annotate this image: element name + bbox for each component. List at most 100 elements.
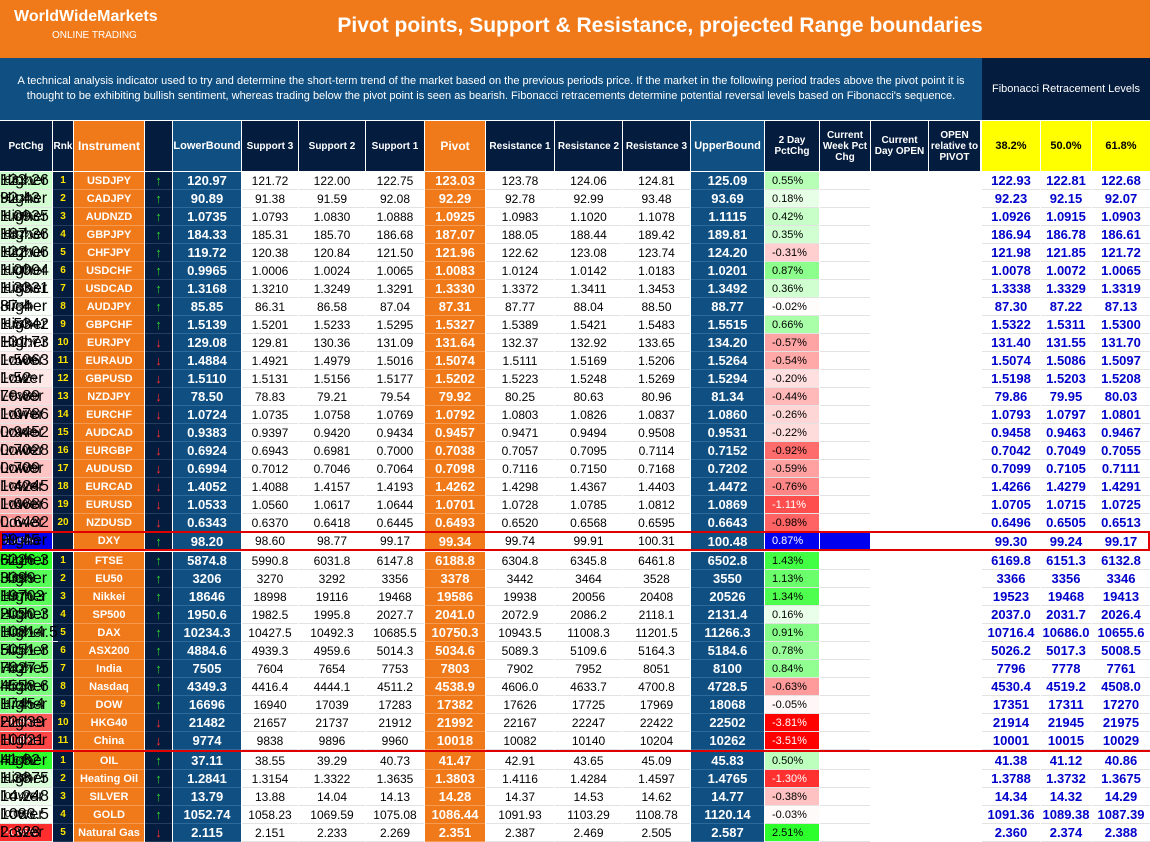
col-header-upperbound[interactable]: UpperBound [691, 121, 764, 171]
week-pctchg-cell [820, 552, 870, 570]
table-row[interactable]: -0.13% 11 EURAUD 1.4884 1.4921 1.4979 1.5016 1.… [0, 352, 1150, 370]
brand-logo[interactable]: WorldWideMarkets [14, 8, 158, 25]
table-row[interactable]: 0.14% 3 SILVER 13.79 13.88 14.04 14.13 14.28 14.… [0, 788, 1150, 806]
col-header-fib-38[interactable]: 38.2% [982, 121, 1040, 171]
instrument-cell: USDCHF [74, 262, 144, 280]
table-row[interactable]: 0.45% DXY 98.20 98.60 98.77 99.17 99.34 99.74 99… [0, 532, 1150, 550]
week-pctchg-cell [820, 442, 870, 460]
table-row[interactable]: -0.40% 16 EURGBP 0.6924 0.6943 0.6981 0.7000 0.… [0, 442, 1150, 460]
lowerbound-cell: 13.79 [173, 788, 241, 806]
lowerbound-cell: 119.72 [173, 244, 241, 262]
lowerbound-cell: 129.08 [173, 334, 241, 352]
table-row[interactable]: 1.18% 9 DOW 16696 16940 17039 17283 17382 17626 1… [0, 696, 1150, 714]
instrument-cell: GBPJPY [74, 226, 144, 244]
table-row[interactable]: 0.42% 2 CADJPY 90.89 91.38 91.59 92.08 92.29 92.… [0, 190, 1150, 208]
lowerbound-cell: 98.20 [173, 532, 241, 550]
col-header-support-2[interactable]: Support 2 [299, 121, 365, 171]
table-row[interactable]: -0.50% 18 EURCAD 1.4052 1.4088 1.4157 1.4193 1.… [0, 478, 1150, 496]
fib-38-cell: 122.93 [982, 172, 1040, 190]
table-row[interactable]: 0.03% 9 GBPCHF 1.5139 1.5201 1.5233 1.5295 1.53… [0, 316, 1150, 334]
table-row[interactable]: 2.14% 1 FTSE 5874.8 5990.8 6031.8 6147.8 6188.8… [0, 552, 1150, 570]
rank-cell: 3 [53, 788, 73, 806]
lowerbound-cell: 0.9965 [173, 262, 241, 280]
table-row[interactable]: 1.22% 8 Nasdaq 4349.3 4416.4 4444.1 4511.2 4538… [0, 678, 1150, 696]
table-row[interactable]: 0.23% 6 USDCHF 0.9965 1.0006 1.0024 1.0065 1.00… [0, 262, 1150, 280]
table-row[interactable]: 0.35% 2 Heating Oil 1.2841 1.3154 1.3322 1.363… [0, 770, 1150, 788]
table-row[interactable]: 0.08% 7 USDCAD 1.3168 1.3210 1.3249 1.3291 1.33… [0, 280, 1150, 298]
resistance-2-cell: 2086.2 [555, 606, 622, 624]
table-row[interactable]: -0.80% 20 NZDUSD 0.6343 0.6370 0.6418 0.6445 0.… [0, 514, 1150, 532]
col-header-rnk[interactable]: Rnk [53, 121, 73, 171]
rank-cell: 9 [53, 696, 73, 714]
table-row[interactable]: 0.06% 8 AUDJPY 85.85 86.31 86.58 87.04 87.31 87.… [0, 298, 1150, 316]
table-row[interactable]: 1.57% 3 Nikkei 18646 18998 19116 19468 19586 199… [0, 588, 1150, 606]
fib-61-cell: 7761 [1092, 660, 1150, 678]
col-header-pctchg[interactable]: PctChg [0, 121, 52, 171]
table-row[interactable]: 0.32% 4 GBPJPY 184.33 185.31 185.70 186.68 187.… [0, 226, 1150, 244]
table-row[interactable]: -0.38% 15 AUDCAD 0.9383 0.9397 0.9420 0.9434 0.… [0, 424, 1150, 442]
support-3-cell: 120.38 [242, 244, 298, 262]
resistance-3-cell: 4700.8 [623, 678, 690, 696]
table-row[interactable]: -1.29% 10 HKG40 21482 21657 21737 21912 21992 22… [0, 714, 1150, 732]
col-header-fib-50[interactable]: 50.0% [1041, 121, 1091, 171]
resistance-1-cell: 4606.0 [486, 678, 554, 696]
open-vs-pivot-cell: Higher [0, 298, 48, 316]
table-row[interactable]: -1.65% 5 Natural Gas 2.115 2.151 2.233 2.269 2.… [0, 824, 1150, 842]
open-vs-pivot-cell: Higher [0, 570, 48, 588]
col-header-support-3[interactable]: Support 3 [242, 121, 298, 171]
table-row[interactable]: -0.46% 17 AUDUSD 0.6994 0.7012 0.7046 0.7064 0.… [0, 460, 1150, 478]
up-arrow-icon: ↑ [145, 588, 172, 606]
instrument-cell: Heating Oil [74, 770, 144, 788]
pivot-cell: 2041.0 [425, 606, 485, 624]
2day-pctchg-cell: 0.87% [765, 262, 819, 280]
fib-50-cell: 4519.2 [1041, 678, 1091, 696]
table-row[interactable]: -0.30% 13 NZDJPY 78.50 78.83 79.21 79.54 79.92 8… [0, 388, 1150, 406]
table-row[interactable]: 0.51% 1 USDJPY 120.97 121.72 122.00 122.75 123.… [0, 172, 1150, 190]
col-header-resistance-2[interactable]: Resistance 2 [555, 121, 622, 171]
table-row[interactable]: 1.23% 7 India 7505 7604 7654 7753 7803 7902 7952 8… [0, 660, 1150, 678]
col-header-resistance-1[interactable]: Resistance 1 [486, 121, 554, 171]
col-header-resistance-3[interactable]: Resistance 3 [623, 121, 690, 171]
table-row[interactable]: -0.58% 19 EURUSD 1.0533 1.0560 1.0617 1.0644 1.… [0, 496, 1150, 514]
fib-38-cell: 99.30 [994, 533, 1028, 549]
col-header-support-1[interactable]: Support 1 [366, 121, 424, 171]
table-row[interactable]: 0.08% 4 GOLD 1052.74 1058.23 1069.59 1075.08 10… [0, 806, 1150, 824]
col-header-pivot[interactable]: Pivot [425, 121, 485, 171]
table-row[interactable]: 1.24% 6 ASX200 4884.6 4939.3 4959.6 5014.3 5034… [0, 642, 1150, 660]
col-header-lowerbound[interactable]: LowerBound [173, 121, 241, 171]
section-separator [0, 750, 1150, 752]
col-header-instrument[interactable]: Instrument [74, 121, 144, 171]
table-row[interactable]: 2.60% 1 OIL 37.11 38.55 39.29 40.73 41.47 42.91 4… [0, 752, 1150, 770]
fib-61-cell: 19413 [1092, 588, 1150, 606]
table-row[interactable]: -0.34% 14 EURCHF 1.0724 1.0735 1.0758 1.0769 1.… [0, 406, 1150, 424]
table-row[interactable]: -0.07% 10 EURJPY 129.08 129.81 130.36 131.09 13… [0, 334, 1150, 352]
support-1-cell: 4511.2 [366, 678, 424, 696]
resistance-1-cell: 5089.3 [486, 642, 554, 660]
table-row[interactable]: 1.33% 4 SP500 1950.6 1982.5 1995.8 2027.7 2041.… [0, 606, 1150, 624]
rank-cell: 16 [53, 442, 73, 460]
support-1-cell: 1.5177 [366, 370, 424, 388]
support-2-cell: 1.0758 [299, 406, 365, 424]
pivot-cell: 131.64 [425, 334, 485, 352]
lowerbound-cell: 0.6343 [173, 514, 241, 532]
col-header-2day-pctchg[interactable]: 2 Day PctChg [765, 121, 819, 171]
open-vs-pivot-cell: Higher [0, 660, 48, 678]
table-row[interactable]: 0.27% 5 CHFJPY 119.72 120.38 120.84 121.50 121.… [0, 244, 1150, 262]
support-3-cell: 3270 [242, 570, 298, 588]
up-arrow-icon: ↑ [145, 208, 172, 226]
upperbound-cell: 1.4765 [691, 770, 764, 788]
col-header-open-vs-pivot[interactable]: OPEN relative to PIVOT [929, 121, 980, 171]
2day-pctchg-cell: 0.84% [765, 660, 819, 678]
table-row[interactable]: 1.58% 2 EU50 3206 3270 3292 3356 3378 3442 3464 35… [0, 570, 1150, 588]
col-header-fib-61[interactable]: 61.8% [1092, 121, 1150, 171]
col-header-day-open[interactable]: Current Day OPEN [871, 121, 928, 171]
table-row[interactable]: -0.18% 12 GBPUSD 1.5110 1.5131 1.5156 1.5177 1.… [0, 370, 1150, 388]
upperbound-cell: 4728.5 [691, 678, 764, 696]
rank-cell: 4 [53, 226, 73, 244]
table-row[interactable]: -1.45% 11 China 9774 9838 9896 9960 10018 10082 1… [0, 732, 1150, 750]
table-row[interactable]: 1.30% 5 DAX 10234.3 10427.5 10492.3 10685.5 107… [0, 624, 1150, 642]
support-3-cell: 13.88 [242, 788, 298, 806]
table-row[interactable]: 0.35% 3 AUDNZD 1.0735 1.0793 1.0830 1.0888 1.09… [0, 208, 1150, 226]
support-1-cell: 1.0644 [366, 496, 424, 514]
col-header-week-pctchg[interactable]: Current Week Pct Chg [820, 121, 870, 171]
